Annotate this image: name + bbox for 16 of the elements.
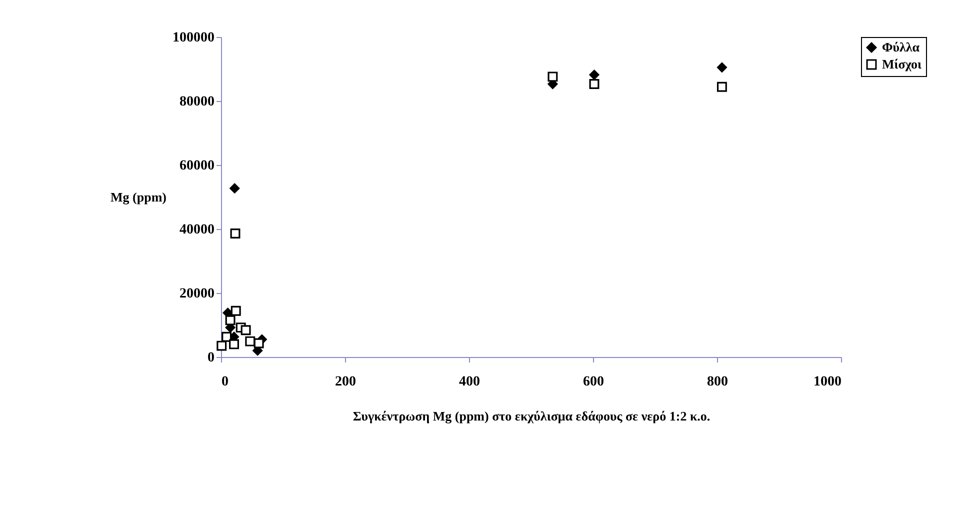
x-tick-label: 0 [222, 374, 228, 390]
y-axis-title: Mg (ppm) [110, 190, 166, 204]
legend-label: Φύλλα [882, 40, 920, 54]
y-tick-label: 20000 [180, 286, 214, 302]
y-tick-label: 60000 [180, 158, 214, 174]
legend-label: Μίσχοι [882, 56, 922, 72]
y-tick-label: 40000 [180, 222, 214, 238]
x-tick-label: 200 [335, 374, 356, 390]
y-tick-label: 0 [208, 350, 214, 366]
x-tick-label: 800 [707, 374, 728, 390]
x-axis-title: Συγκέντρωση Mg (ppm) στο εκχύλισμα εδάφους σε νερό 1:2 κ.ο. [352, 408, 710, 424]
x-tick-label: 1000 [814, 374, 842, 390]
y-tick-label: 100000 [172, 30, 214, 46]
x-tick-label: 600 [583, 374, 604, 390]
x-tick-label: 400 [459, 374, 480, 390]
y-tick-label: 80000 [180, 94, 214, 110]
